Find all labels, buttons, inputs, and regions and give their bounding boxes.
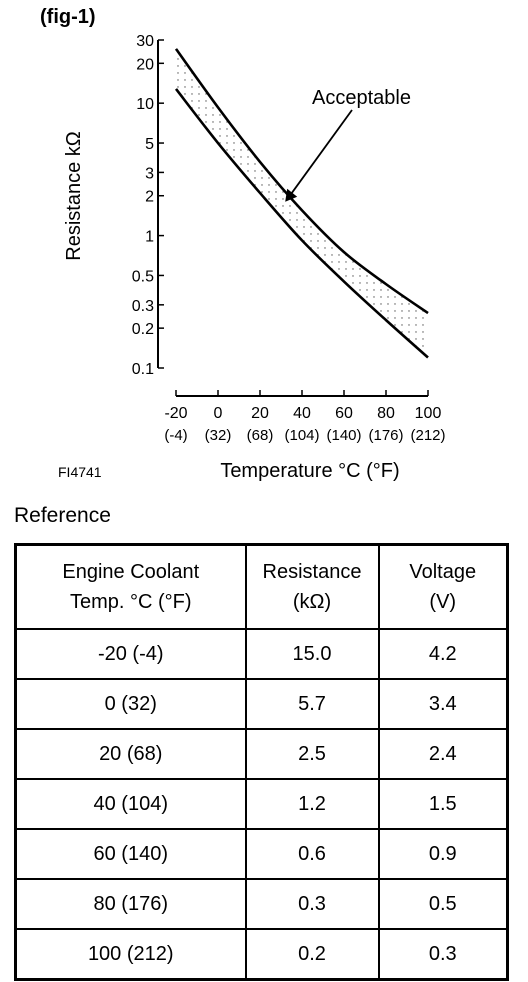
header-coolant-temp: Engine Coolant Temp. °C (°F) <box>14 543 247 630</box>
annotation-leader <box>290 109 353 195</box>
header-voltage: Voltage (V) <box>377 543 509 630</box>
header-line: Temp. °C (°F) <box>69 591 192 613</box>
upper-limit-curve <box>174 48 429 315</box>
reference-title: Reference <box>14 504 111 527</box>
table-header-row: Engine Coolant Temp. °C (°F) Resistance … <box>14 543 509 630</box>
y-tick-label: 3 <box>145 165 154 182</box>
x-ticks: -20 (-4) 0 (32) 20 (68) 40 (104) 60 (140) 80 (176) 1… <box>164 390 446 444</box>
x-tick-label-f: (32) <box>205 427 232 444</box>
header-resistance: Resistance (kΩ) <box>244 543 380 630</box>
y-axis-title: Resistance kΩ <box>63 131 85 260</box>
reference-table: Engine Coolant Temp. °C (°F) Resistance … <box>14 543 509 981</box>
x-tick-label: 100 <box>415 405 442 422</box>
header-line: Engine Coolant <box>62 561 200 583</box>
x-tick-label-f: (176) <box>368 427 403 444</box>
y-tick-label: 0.1 <box>132 361 154 378</box>
table-cell: 1.2 <box>244 778 380 830</box>
lower-limit-curve <box>174 88 429 359</box>
y-tick-label: 5 <box>145 136 154 153</box>
y-tick-label: 0.2 <box>132 321 154 338</box>
table-cell: 0.3 <box>377 928 509 981</box>
x-tick-label: 40 <box>293 405 311 422</box>
table-cell: 0.2 <box>244 928 380 981</box>
figure-label: (fig-1) <box>40 6 96 28</box>
table-row: 80 (176) 0.3 0.5 <box>14 878 509 930</box>
table-row: 40 (104) 1.2 1.5 <box>14 778 509 830</box>
acceptable-band <box>176 48 428 358</box>
table-row: -20 (-4) 15.0 4.2 <box>14 628 509 680</box>
chart-labels: Resistance kΩ Temperature °C (°F) Acceptab… <box>63 87 411 482</box>
table-cell: 5.7 <box>244 678 380 730</box>
header-line: (V) <box>429 591 457 613</box>
y-tick-label: 30 <box>136 33 154 50</box>
y-ticks: 0.1 0.2 0.3 0.5 1 2 3 5 10 20 30 <box>132 33 164 378</box>
y-tick-label: 20 <box>136 56 154 73</box>
header-line: (kΩ) <box>292 591 332 613</box>
table-row: 0 (32) 5.7 3.4 <box>14 678 509 730</box>
annotation-label: Acceptable <box>312 87 411 109</box>
annotation-arrowhead <box>285 188 298 202</box>
table-cell: 0.6 <box>244 828 380 880</box>
y-tick-label: 1 <box>145 229 154 246</box>
table-cell: 2.5 <box>244 728 380 780</box>
x-tick-label: 20 <box>251 405 269 422</box>
table-cell: 100 (212) <box>14 928 247 981</box>
table-cell: 2.4 <box>377 728 509 780</box>
header-line: Voltage <box>409 561 477 583</box>
x-tick-label-f: (212) <box>410 427 445 444</box>
table-cell: 3.4 <box>377 678 509 730</box>
figure-code: FI4741 <box>58 464 102 480</box>
x-tick-label-f: (-4) <box>164 427 187 444</box>
table-cell: 1.5 <box>377 778 509 830</box>
x-tick-label: 60 <box>335 405 353 422</box>
table-row: 60 (140) 0.6 0.9 <box>14 828 509 880</box>
resistance-chart: 0.1 0.2 0.3 0.5 1 2 3 5 10 20 30 -20 (-4) 0 (32) 20 (68… <box>63 33 446 482</box>
y-tick-label: 0.3 <box>132 298 154 315</box>
table-row: 100 (212) 0.2 0.3 <box>14 928 509 981</box>
x-tick-label-f: (104) <box>284 427 319 444</box>
table-row: 20 (68) 2.5 2.4 <box>14 728 509 780</box>
x-axis-title: Temperature °C (°F) <box>220 460 399 482</box>
x-tick-label: -20 <box>164 405 187 422</box>
table-cell: 20 (68) <box>14 728 247 780</box>
y-tick-label: 0.5 <box>132 268 154 285</box>
table-cell: 15.0 <box>244 628 380 680</box>
table-cell: 40 (104) <box>14 778 247 830</box>
table-cell: 0.9 <box>377 828 509 880</box>
table-cell: 0.5 <box>377 878 509 930</box>
table-cell: -20 (-4) <box>14 628 247 680</box>
table-cell: 0 (32) <box>14 678 247 730</box>
x-tick-label-f: (68) <box>247 427 274 444</box>
x-tick-label: 80 <box>377 405 395 422</box>
y-tick-label: 2 <box>145 189 154 206</box>
table-cell: 4.2 <box>377 628 509 680</box>
x-tick-label: 0 <box>214 405 223 422</box>
chart-curves <box>174 48 429 359</box>
x-tick-label-f: (140) <box>326 427 361 444</box>
acceptable-region <box>176 48 428 358</box>
header-line: Resistance <box>262 561 362 583</box>
table-cell: 60 (140) <box>14 828 247 880</box>
table-cell: 80 (176) <box>14 878 247 930</box>
y-tick-label: 10 <box>136 96 154 113</box>
table-cell: 0.3 <box>244 878 380 930</box>
